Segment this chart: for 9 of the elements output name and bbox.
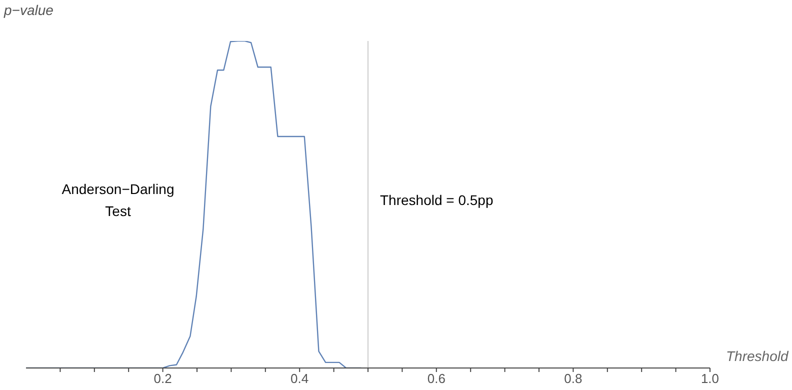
x-axis-title: Threshold: [726, 348, 788, 364]
ref-line-label: Threshold = 0.5pp: [380, 192, 494, 208]
x-tick-label: 0.8: [564, 371, 582, 386]
annotation: Anderson−Darling Test: [60, 180, 176, 221]
x-tick-label: 0.2: [154, 371, 172, 386]
x-tick-label: 0.4: [290, 371, 309, 386]
y-axis-title: p−value: [4, 2, 54, 18]
x-tick-label: 1.0: [700, 371, 720, 386]
x-tick-label: 0.6: [427, 371, 446, 386]
